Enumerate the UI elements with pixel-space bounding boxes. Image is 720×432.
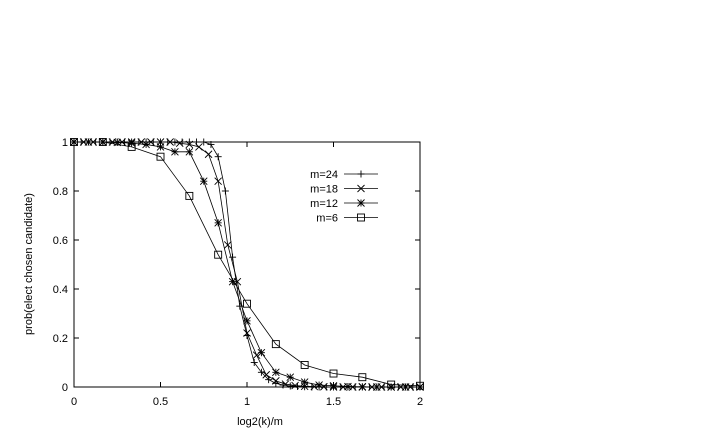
data-point-m-24 — [221, 187, 229, 195]
series-line-m-24 — [74, 141, 420, 388]
data-point-m-18 — [214, 177, 222, 186]
legend-label-m-12: m=12 — [310, 198, 338, 210]
data-point-m-6 — [70, 138, 78, 146]
data-point-m-12 — [99, 138, 107, 146]
data-point-m-18 — [204, 150, 213, 159]
data-point-m-24 — [293, 383, 301, 391]
data-point-m-6 — [271, 340, 280, 349]
data-point-m-6 — [127, 142, 136, 151]
data-point-m-18 — [262, 370, 271, 379]
data-point-m-12 — [156, 143, 165, 151]
data-point-m-24 — [229, 253, 237, 261]
legend-label-m-6: m=6 — [316, 213, 338, 225]
data-point-m-12 — [171, 147, 179, 156]
data-point-m-12 — [286, 373, 295, 382]
legend-marker-m-18 — [357, 184, 365, 193]
data-point-m-18 — [243, 329, 251, 337]
data-point-m-18 — [310, 382, 319, 391]
data-point-m-12 — [257, 348, 266, 357]
data-point-m-24 — [279, 381, 287, 389]
series-line-m-18 — [74, 141, 420, 388]
data-point-m-18 — [281, 380, 290, 388]
data-point-m-6 — [214, 250, 223, 259]
legend-marker-m-12 — [357, 199, 365, 207]
data-point-m-6 — [98, 138, 107, 146]
data-point-m-12 — [243, 317, 251, 325]
data-point-m-12 — [84, 138, 93, 146]
y-tick-label: 0 — [62, 382, 68, 394]
data-point-m-18 — [320, 382, 328, 391]
series-line-m-6 — [74, 141, 421, 387]
data-point-m-18 — [291, 381, 299, 390]
data-point-m-6 — [185, 191, 194, 200]
y-tick-label: 0.2 — [53, 333, 68, 345]
data-point-m-6 — [243, 299, 251, 308]
data-point-m-12 — [358, 382, 367, 391]
data-point-m-18 — [166, 138, 174, 146]
x-tick-label: 1 — [244, 396, 250, 408]
data-point-m-6 — [300, 361, 309, 369]
data-point-m-18 — [223, 241, 232, 249]
data-point-m-24 — [214, 153, 222, 161]
data-point-m-18 — [175, 139, 184, 148]
data-point-m-6 — [358, 373, 367, 382]
legend-label-m-18: m=18 — [310, 184, 338, 196]
data-point-m-24 — [171, 138, 179, 146]
data-point-m-6 — [416, 381, 424, 390]
data-point-m-18 — [272, 377, 280, 385]
plot-frame — [73, 141, 421, 388]
data-point-m-6 — [329, 369, 338, 378]
data-point-m-18 — [185, 140, 194, 149]
series-line-m-12 — [74, 141, 420, 388]
data-point-m-12 — [329, 381, 338, 390]
data-point-m-12 — [272, 368, 280, 377]
y-tick-label: 0.6 — [53, 235, 68, 247]
x-axis-label: log2(k)/m — [237, 416, 283, 428]
data-point-m-12 — [199, 177, 208, 186]
data-point-m-12 — [228, 277, 237, 286]
data-point-m-24 — [207, 140, 215, 148]
data-point-m-6 — [387, 380, 396, 389]
data-point-m-18 — [195, 143, 203, 151]
data-point-m-24 — [178, 138, 186, 146]
data-point-m-24 — [236, 302, 244, 310]
data-point-m-12 — [300, 378, 309, 386]
y-axis-label: prob(elect chosen candidate) — [23, 193, 35, 335]
legend-marker-m-24 — [357, 170, 365, 178]
data-point-m-12 — [214, 219, 222, 227]
data-point-m-24 — [250, 359, 258, 366]
data-point-m-12 — [344, 382, 352, 391]
y-tick-label: 0.8 — [53, 186, 68, 198]
legend-marker-m-6 — [357, 213, 365, 222]
data-point-m-12 — [387, 383, 395, 391]
data-point-m-12 — [372, 383, 381, 391]
data-point-m-24 — [200, 138, 208, 146]
data-point-m-12 — [401, 383, 410, 391]
x-tick-label: 0.5 — [153, 396, 168, 408]
data-point-m-12 — [70, 138, 78, 146]
data-point-m-12 — [142, 140, 150, 149]
data-point-m-12 — [185, 147, 194, 156]
y-tick-label: 1 — [62, 137, 68, 149]
data-point-m-6 — [156, 152, 165, 161]
legend-label-m-24: m=24 — [310, 169, 338, 181]
y-tick-label: 0.4 — [53, 284, 68, 296]
x-tick-label: 0 — [71, 396, 77, 408]
x-tick-label: 2 — [417, 396, 423, 408]
x-tick-label: 1.5 — [326, 396, 341, 408]
data-point-m-12 — [113, 138, 122, 147]
data-point-m-12 — [315, 381, 323, 389]
